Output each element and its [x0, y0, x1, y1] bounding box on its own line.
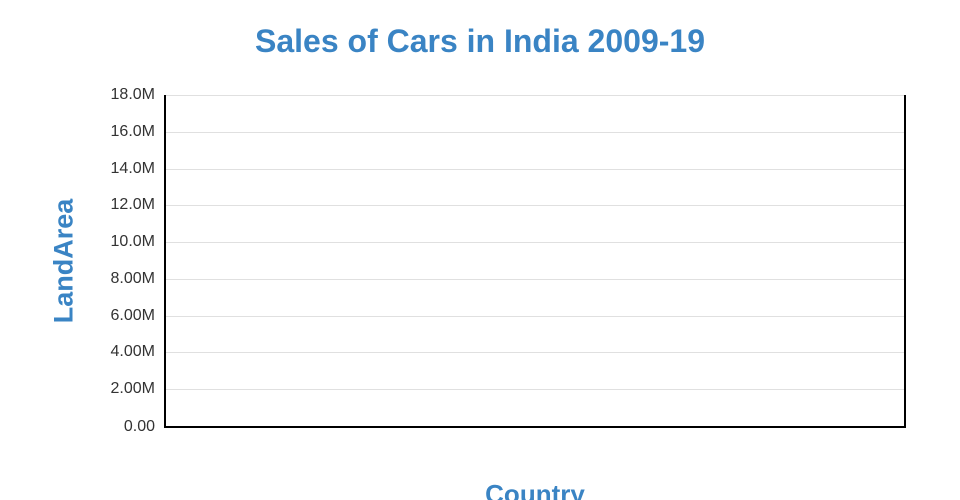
plot-area [164, 95, 906, 428]
y-tick-label: 12.0M [110, 196, 155, 214]
y-axis-line-right [904, 95, 906, 428]
y-tick-label: 16.0M [110, 122, 155, 140]
y-tick-label: 8.00M [110, 269, 155, 287]
y-tick-label: 18.0M [110, 86, 155, 103]
y-tick-label: 0.00 [123, 418, 155, 435]
y-tick-label: 6.00M [110, 306, 155, 324]
gridline [166, 242, 904, 244]
y-tick-label: 10.0M [110, 233, 155, 251]
y-tick-label: 2.00M [110, 380, 155, 398]
gridline [166, 168, 904, 170]
y-tick-label: 14.0M [110, 159, 155, 177]
gridline [166, 131, 904, 133]
x-axis-line [164, 426, 906, 428]
gridline [166, 95, 904, 96]
gridline [166, 278, 904, 280]
x-axis-title: Country [485, 479, 585, 500]
chart-title: Sales of Cars in India 2009-19 [255, 23, 705, 59]
gridline [166, 389, 904, 391]
gridline [166, 205, 904, 207]
gridline [166, 315, 904, 317]
y-tick-label: 4.00M [110, 343, 155, 361]
y-axis-ticks: 18.0M 16.0M 14.0M 12.0M 10.0M 8.00M 6.00M 4.00M… [0, 0, 155, 500]
y-axis-line [164, 95, 166, 428]
gridline [166, 352, 904, 354]
